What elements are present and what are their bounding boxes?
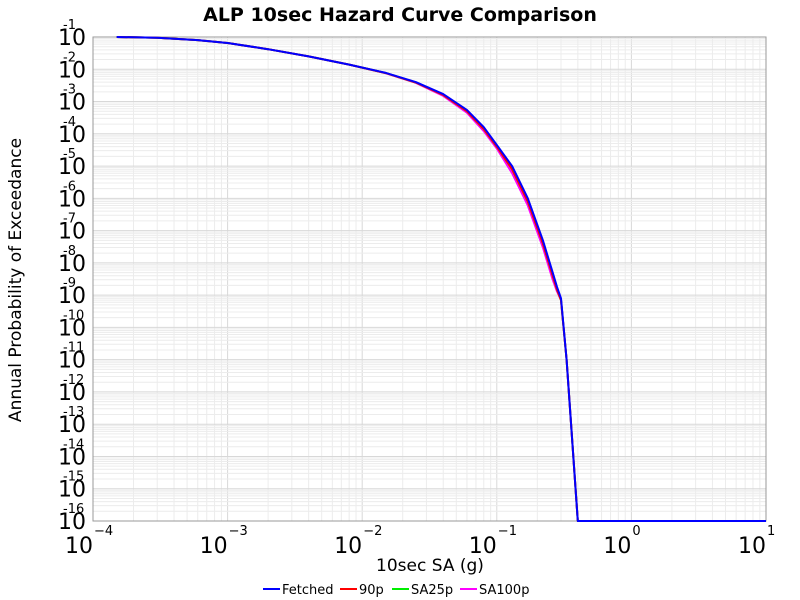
y-tick-exponent: -6 bbox=[63, 179, 76, 194]
series-line-fetched bbox=[116, 36, 766, 522]
y-tick-label: 10 bbox=[58, 510, 86, 535]
x-tick-exponent: −4 bbox=[94, 524, 113, 539]
y-tick-label: 10 bbox=[58, 187, 86, 212]
series-layer bbox=[116, 36, 766, 522]
x-tick-label: 10 bbox=[65, 534, 93, 559]
y-tick-label: 10 bbox=[58, 381, 86, 406]
y-tick-exponent: -1 bbox=[63, 18, 76, 33]
y-tick-label: 10 bbox=[58, 155, 86, 180]
y-tick-exponent: -3 bbox=[63, 83, 76, 98]
y-tick-label: 10 bbox=[58, 445, 86, 470]
x-tick-label: 10 bbox=[469, 534, 497, 559]
y-tick-exponent: -13 bbox=[63, 405, 84, 420]
y-tick-exponent: -5 bbox=[63, 147, 76, 162]
y-tick-label: 10 bbox=[58, 123, 86, 148]
y-tick-exponent: -12 bbox=[63, 373, 84, 388]
y-tick-label: 10 bbox=[58, 316, 86, 341]
y-tick-label: 10 bbox=[58, 58, 86, 83]
x-tick-label: 10 bbox=[603, 534, 631, 559]
legend-label: SA100p bbox=[479, 583, 529, 598]
y-tick-exponent: -7 bbox=[63, 212, 76, 227]
y-tick-label: 10 bbox=[58, 284, 86, 309]
legend-label: Fetched bbox=[282, 583, 334, 598]
x-tick-exponent: −2 bbox=[363, 524, 382, 539]
y-tick-label: 10 bbox=[58, 478, 86, 503]
y-tick-exponent: -8 bbox=[63, 244, 76, 259]
x-tick-exponent: −1 bbox=[498, 524, 517, 539]
legend: Fetched 90p SA25p SA100p bbox=[263, 583, 529, 598]
y-tick-exponent: -4 bbox=[63, 115, 76, 130]
y-tick-label: 10 bbox=[58, 26, 86, 51]
y-tick-exponent: -14 bbox=[63, 437, 84, 452]
x-tick-exponent: 1 bbox=[767, 524, 775, 539]
y-tick-label: 10 bbox=[58, 413, 86, 438]
y-tick-label: 10 bbox=[58, 220, 86, 245]
plot-area bbox=[92, 36, 767, 522]
y-tick-exponent: -10 bbox=[63, 308, 84, 323]
y-tick-label: 10 bbox=[58, 91, 86, 116]
y-axis-ticks: 10-110-210-310-410-510-610-710-810-910-1… bbox=[58, 18, 86, 535]
x-tick-label: 10 bbox=[334, 534, 362, 559]
x-tick-exponent: −3 bbox=[229, 524, 248, 539]
y-tick-exponent: -15 bbox=[63, 470, 84, 485]
x-tick-label: 10 bbox=[200, 534, 228, 559]
y-tick-exponent: -2 bbox=[63, 50, 76, 65]
x-tick-label: 10 bbox=[738, 534, 766, 559]
chart-title: ALP 10sec Hazard Curve Comparison bbox=[203, 4, 597, 26]
y-tick-exponent: -9 bbox=[63, 276, 76, 291]
legend-label: SA25p bbox=[411, 583, 453, 598]
y-tick-exponent: -11 bbox=[63, 341, 84, 356]
y-axis-label: Annual Probability of Exceedance bbox=[6, 138, 26, 422]
legend-label: 90p bbox=[359, 583, 384, 598]
y-tick-exponent: -16 bbox=[63, 502, 84, 517]
y-tick-label: 10 bbox=[58, 252, 86, 277]
y-tick-label: 10 bbox=[58, 349, 86, 374]
x-tick-exponent: 0 bbox=[632, 524, 640, 539]
x-axis-label: 10sec SA (g) bbox=[376, 556, 484, 576]
grid bbox=[92, 37, 766, 522]
